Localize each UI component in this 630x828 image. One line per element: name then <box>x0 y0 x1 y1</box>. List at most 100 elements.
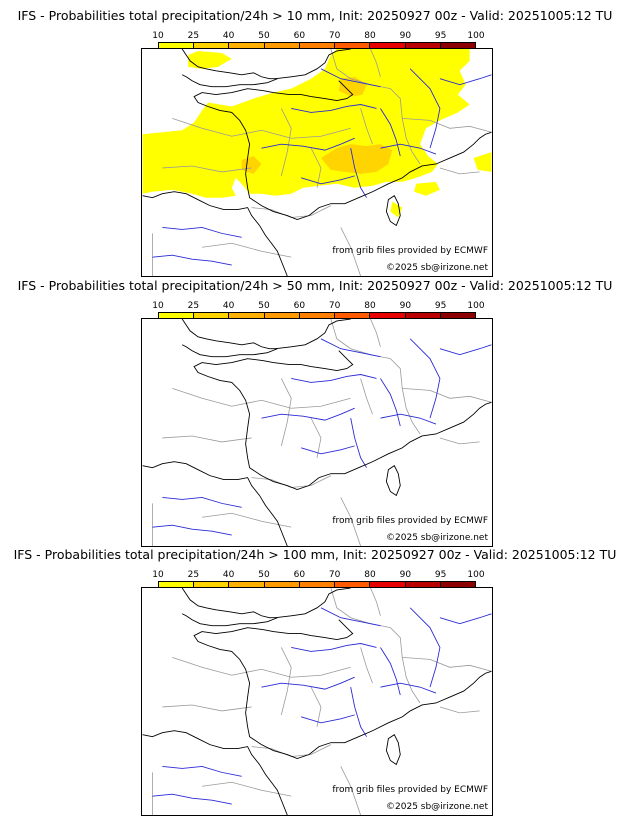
coastline <box>181 319 278 358</box>
colorbar-swatch <box>194 43 230 50</box>
admin-border <box>402 387 492 403</box>
colorbar-swatch <box>370 43 406 50</box>
map-svg <box>142 319 492 546</box>
colorbar-swatch <box>335 313 371 320</box>
colorbar-tick-label: 50 <box>258 31 270 41</box>
admin-border <box>330 49 421 165</box>
colorbar-tick-label: 25 <box>187 570 200 580</box>
precip-area-low <box>142 49 492 218</box>
river <box>409 338 441 419</box>
map-panel-50mm: IFS - Probabilities total precipitation/… <box>0 278 630 548</box>
coastline <box>193 588 411 759</box>
colorbar-tick-label: 10 <box>152 31 164 41</box>
river <box>380 108 401 157</box>
river <box>291 104 377 113</box>
admin-border <box>201 242 292 258</box>
river <box>261 137 355 151</box>
precip-area-mid <box>241 76 393 174</box>
colorbar-swatch <box>370 582 406 589</box>
colorbar-swatch <box>264 313 300 320</box>
copyright-credit: ©2025 sb@irizone.net <box>386 802 488 812</box>
colorbar-swatch <box>299 582 336 589</box>
corsica-coastline <box>385 195 401 227</box>
coastline <box>409 401 492 443</box>
river <box>409 607 441 688</box>
river <box>380 143 437 155</box>
river <box>350 418 367 468</box>
source-credit: from grib files provided by ECMWF <box>332 785 488 795</box>
colorbar-tick-label: 70 <box>328 31 341 41</box>
colorbar-tick-label: 50 <box>258 570 270 580</box>
coastline <box>193 319 411 490</box>
river <box>261 407 355 421</box>
admin-border <box>310 686 322 727</box>
admin-border <box>370 588 381 616</box>
panel-title: IFS - Probabilities total precipitation/… <box>13 547 617 562</box>
map-panel-100mm: IFS - Probabilities total precipitation/… <box>0 547 630 817</box>
colorbar: 10 25 40 50 60 70 80 90 95 100 <box>152 570 485 592</box>
admin-border <box>310 147 322 188</box>
river <box>162 496 242 508</box>
colorbar-swatch <box>405 313 441 320</box>
colorbar-tick-label: 100 <box>467 31 485 41</box>
admin-border <box>330 319 421 435</box>
colorbar-tick-label: 25 <box>187 31 200 41</box>
colorbar-swatch <box>440 582 475 589</box>
river <box>301 714 355 724</box>
colorbar-tick-label: 60 <box>293 301 306 311</box>
coastline <box>142 730 288 815</box>
river <box>291 643 377 652</box>
colorbar-swatch <box>405 43 441 50</box>
colorbar-swatch <box>299 43 336 50</box>
colorbar-tick-label: 95 <box>434 301 447 311</box>
admin-border <box>360 378 373 415</box>
admin-border <box>162 435 252 443</box>
river <box>152 254 232 266</box>
copyright-credit: ©2025 sb@irizone.net <box>386 263 488 273</box>
admin-border <box>162 704 252 712</box>
colorbar-tick-label: 40 <box>222 301 235 311</box>
coastline <box>193 49 411 220</box>
river <box>162 226 242 238</box>
colorbar-tick-label: 100 <box>467 570 485 580</box>
coastline <box>181 588 278 627</box>
admin-border <box>340 497 361 546</box>
colorbar-tick-label: 100 <box>467 301 485 311</box>
precipitation-map: from grib files provided by ECMWF ©2025 s… <box>141 587 493 816</box>
colorbar-tick-label: 70 <box>328 570 341 580</box>
river <box>162 765 242 777</box>
coastline <box>142 461 288 546</box>
source-credit: from grib files provided by ECMWF <box>332 516 488 526</box>
colorbar-swatch <box>159 43 195 50</box>
admin-border <box>360 647 373 684</box>
admin-border <box>280 378 292 446</box>
colorbar-tick-label: 90 <box>399 31 412 41</box>
colorbar-swatch <box>370 313 406 320</box>
admin-border <box>439 706 480 714</box>
panel-title: IFS - Probabilities total precipitation/… <box>17 278 613 293</box>
colorbar-tick-label: 70 <box>328 301 341 311</box>
colorbar-tick-label: 40 <box>222 31 235 41</box>
admin-border <box>370 49 381 77</box>
map-panel-10mm: IFS - Probabilities total precipitation/… <box>0 8 630 278</box>
colorbar-labels: 10 25 40 50 60 70 80 90 95 100 <box>152 301 484 311</box>
panel-title: IFS - Probabilities total precipitation/… <box>17 8 613 23</box>
admin-border <box>172 118 351 139</box>
admin-border <box>402 117 492 133</box>
map-svg <box>142 588 492 815</box>
colorbar-tick-label: 10 <box>152 570 164 580</box>
coastline <box>181 49 278 88</box>
colorbar-swatch <box>229 582 265 589</box>
colorbar-tick-label: 60 <box>293 31 306 41</box>
colorbar-tick-label: 80 <box>364 31 376 41</box>
admin-border <box>162 165 252 173</box>
colorbar-tick-label: 80 <box>364 570 376 580</box>
colorbar-swatch <box>299 313 336 320</box>
colorbar-swatch <box>264 43 300 50</box>
admin-border <box>402 656 492 672</box>
admin-border <box>360 108 373 145</box>
colorbar-swatch <box>264 582 300 589</box>
source-credit: from grib files provided by ECMWF <box>332 246 488 256</box>
colorbar-tick-label: 95 <box>434 570 447 580</box>
river <box>320 68 381 88</box>
